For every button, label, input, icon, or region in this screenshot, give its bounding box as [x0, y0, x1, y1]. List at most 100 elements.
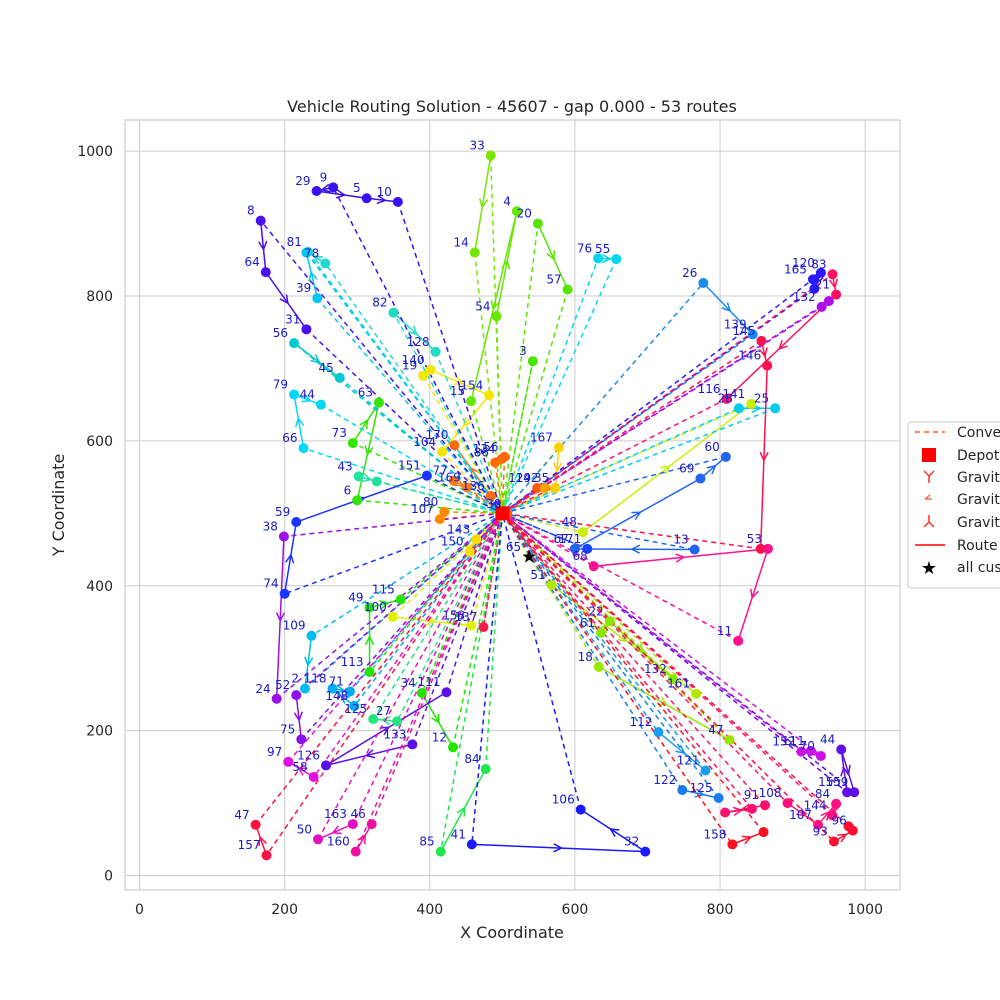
route-segment — [501, 258, 599, 514]
route-segment — [501, 512, 822, 757]
x-axis-label: X Coordinate — [460, 923, 564, 942]
customer-label: 106 — [552, 793, 575, 807]
customer-label: 153 — [442, 609, 465, 623]
customer-label: 4 — [503, 194, 511, 208]
route-segment — [325, 691, 447, 767]
customer-point — [727, 839, 738, 850]
route-segment — [316, 190, 367, 199]
route-segment — [537, 223, 569, 290]
customer-point — [747, 329, 758, 340]
customer-point — [311, 185, 322, 196]
route-arrow — [741, 835, 753, 845]
route-arrow — [431, 713, 440, 725]
route-segment — [657, 731, 706, 772]
legend-entry: all cus — [957, 560, 1000, 576]
customer-point — [283, 756, 294, 767]
route-segment — [501, 513, 582, 810]
route-segment — [324, 262, 503, 514]
route-segment — [392, 312, 437, 353]
route-arrow — [379, 600, 390, 610]
route-segment — [311, 512, 503, 637]
customer-point — [313, 834, 324, 845]
customer-point — [485, 150, 496, 161]
customer-label: 112 — [629, 715, 652, 729]
route-arrow — [609, 828, 620, 838]
customer-label: 93 — [813, 824, 828, 838]
route-segment — [501, 512, 733, 845]
customer-label: 68 — [572, 549, 587, 563]
route-segment — [434, 351, 504, 514]
customer-point — [807, 274, 818, 285]
route-segment — [582, 403, 752, 533]
customer-point — [532, 482, 543, 493]
y-tick-label: 400 — [86, 579, 113, 595]
point-labels: 1371293086134561361707716910780142351671… — [234, 138, 848, 852]
route-segment — [474, 155, 492, 253]
y-tick-label: 800 — [86, 289, 113, 305]
customer-label: 45 — [319, 361, 334, 375]
route-segment — [554, 447, 560, 489]
customer-label: 46 — [350, 807, 365, 821]
customer-point — [758, 827, 769, 838]
chart-title: Vehicle Routing Solution - 45607 - gap 0… — [287, 97, 737, 116]
customer-label: 20 — [517, 207, 532, 221]
customer-label: 128 — [407, 335, 430, 349]
customer-point — [388, 307, 399, 318]
legend-marker-tri-down — [923, 470, 935, 483]
route-segment — [489, 155, 504, 514]
route-arrow — [331, 825, 342, 835]
customer-point — [464, 546, 475, 557]
route-segment — [501, 361, 534, 514]
route-segment — [471, 843, 646, 853]
route-segment — [501, 273, 833, 514]
customer-point — [770, 403, 781, 414]
customer-point — [593, 253, 604, 264]
depot-marker — [495, 506, 510, 521]
route-arrow — [320, 183, 331, 193]
route-segment — [452, 513, 504, 748]
x-tick-label: 800 — [707, 902, 734, 918]
route-segment — [682, 789, 719, 799]
customer-label: 53 — [747, 532, 762, 546]
customer-label: 13 — [673, 533, 688, 547]
customer-point — [366, 819, 377, 830]
route-segment — [501, 361, 534, 514]
customer-label: 66 — [282, 431, 297, 445]
route-segment — [501, 278, 814, 514]
route-segment — [304, 635, 313, 689]
route-segment — [574, 477, 701, 550]
customer-label: 145 — [732, 324, 755, 338]
route-segment — [392, 616, 472, 627]
customer-label: 57 — [546, 273, 561, 287]
customer-point — [392, 716, 403, 727]
customer-label: 31 — [285, 312, 300, 326]
customer-point — [721, 393, 732, 404]
legend: Conve Depot Gravit Gravit Gravit Route ★ all cu… — [907, 421, 1000, 589]
route-arrow — [777, 340, 788, 350]
customer-point — [301, 247, 312, 258]
customer-point — [831, 798, 842, 809]
route-segment — [501, 223, 539, 514]
customer-point — [447, 742, 458, 753]
customer-point — [334, 372, 345, 383]
customer-point — [755, 543, 766, 554]
route-segment — [265, 512, 503, 856]
customer-label: 26 — [682, 266, 697, 280]
customer-point — [279, 588, 290, 599]
customer-points — [250, 150, 860, 861]
customer-label: 28 — [718, 391, 733, 405]
route-arrow — [601, 253, 612, 264]
customer-point — [289, 338, 300, 349]
customer-label: 29 — [295, 174, 310, 188]
customer-label: 126 — [297, 748, 320, 762]
customer-point — [756, 335, 767, 346]
route-segment — [276, 512, 503, 700]
customer-label: 35 — [534, 471, 549, 485]
customer-point — [461, 482, 472, 493]
route-segment — [295, 695, 303, 740]
route-arrow — [758, 347, 768, 358]
customer-label: 85 — [419, 835, 434, 849]
route-arrow — [553, 843, 564, 853]
customer-point — [344, 686, 355, 697]
legend-marker-square — [922, 448, 936, 462]
